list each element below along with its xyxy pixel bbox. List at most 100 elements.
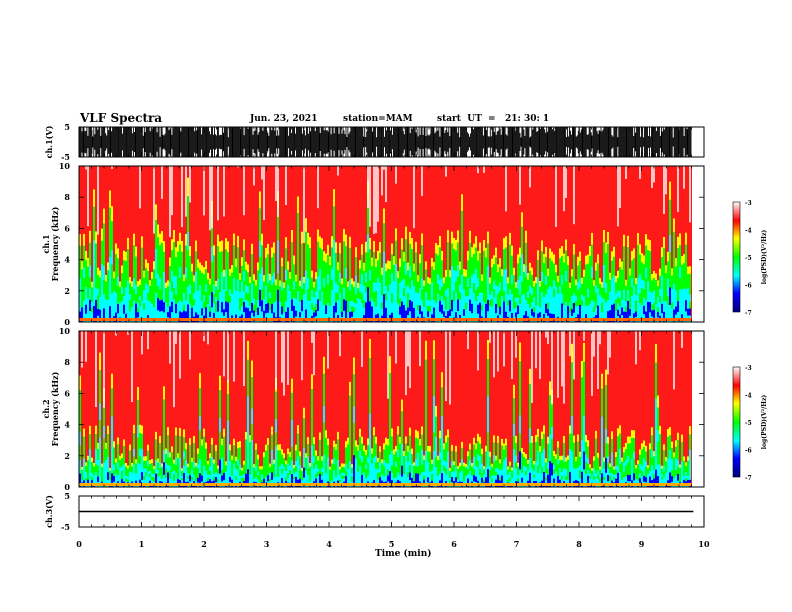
spectrogram-cell bbox=[425, 450, 427, 470]
spectrogram-cell bbox=[563, 313, 565, 323]
spectrogram-cell bbox=[101, 318, 103, 321]
spectrogram-cell bbox=[583, 282, 585, 290]
spectrogram-cell bbox=[477, 460, 479, 468]
spectrogram-cell bbox=[531, 301, 533, 309]
spectrogram-cell bbox=[395, 456, 397, 462]
spectrogram-cell bbox=[289, 290, 291, 298]
spectrogram-cell bbox=[329, 471, 331, 475]
spectrogram-cell bbox=[437, 471, 439, 476]
spectrogram-cell bbox=[269, 472, 271, 476]
spectrogram-cell bbox=[133, 277, 135, 290]
spectrogram-cell bbox=[245, 299, 247, 308]
spectrogram-cell bbox=[217, 318, 219, 321]
spectrogram-cell bbox=[685, 299, 687, 312]
spectrogram-cell bbox=[181, 240, 183, 252]
spectrogram-cell bbox=[675, 266, 677, 275]
spectrogram-cell bbox=[643, 263, 645, 273]
spectrogram-cell bbox=[463, 302, 465, 310]
spectrogram-cell bbox=[115, 318, 117, 321]
spectrogram-cell bbox=[569, 318, 571, 321]
spectrogram-cell bbox=[97, 318, 99, 321]
spectrogram-cell bbox=[311, 483, 313, 486]
spectrogram-cell bbox=[133, 244, 135, 257]
spectrogram-cell bbox=[473, 318, 475, 321]
spectrogram-cell bbox=[335, 476, 337, 483]
spectrogram-cell bbox=[163, 386, 165, 400]
spectrogram-cell bbox=[161, 469, 163, 473]
spectrogram-cell bbox=[511, 255, 513, 266]
spectrogram-cell bbox=[95, 463, 97, 473]
spectrogram-cell bbox=[81, 276, 83, 285]
spectrogram-cell bbox=[511, 302, 513, 313]
spectrogram-cell bbox=[541, 301, 543, 313]
spectrogram-cell bbox=[315, 318, 317, 321]
spectrogram-cell bbox=[517, 262, 519, 272]
spectrogram-cell bbox=[421, 318, 423, 321]
spectrogram-cell bbox=[349, 395, 351, 409]
spectrogram-cell bbox=[487, 450, 489, 470]
spectrogram-cell bbox=[235, 266, 237, 275]
spectrogram-cell bbox=[659, 318, 661, 321]
spectrogram-cell bbox=[425, 261, 427, 270]
spectrogram-cell bbox=[107, 269, 109, 278]
spectrogram-cell bbox=[589, 265, 591, 276]
spectrogram-cell bbox=[289, 303, 291, 311]
spectrogram-cell bbox=[443, 476, 445, 483]
spectrogram-cell bbox=[435, 483, 437, 486]
spectrogram-cell bbox=[93, 466, 95, 470]
spectrogram-cell bbox=[87, 166, 89, 227]
spectrogram-cell bbox=[337, 473, 339, 481]
spectrogram-cell bbox=[589, 303, 591, 314]
spectrogram-cell bbox=[83, 435, 85, 444]
spectrogram-cell bbox=[235, 290, 237, 299]
spectrogram-cell bbox=[195, 260, 197, 272]
spectrogram-cell bbox=[383, 454, 385, 461]
spectrogram-cell bbox=[491, 318, 493, 321]
spectrogram-cell bbox=[101, 251, 103, 265]
spectrogram-cell bbox=[295, 304, 297, 311]
spectrogram-cell bbox=[249, 305, 251, 312]
spectrogram-cell bbox=[463, 288, 465, 296]
spectrogram-cell bbox=[333, 463, 335, 471]
spectrogram-cell bbox=[137, 424, 139, 438]
spectrogram-cell bbox=[387, 456, 389, 464]
spectrogram-cell bbox=[689, 301, 691, 309]
spectrogram-cell bbox=[311, 374, 313, 389]
spectrogram-cell bbox=[489, 456, 491, 462]
spectrogram-cell bbox=[393, 477, 395, 483]
spectrogram-cell bbox=[225, 311, 227, 323]
spectrogram-cell bbox=[417, 275, 419, 282]
spectrogram-cell bbox=[263, 465, 265, 471]
spectrogram-cell bbox=[211, 483, 213, 486]
spectrogram-cell bbox=[323, 295, 325, 305]
spectrogram-cell bbox=[425, 413, 427, 433]
spectrogram-cell bbox=[147, 455, 149, 462]
spectrogram-cell bbox=[653, 296, 655, 304]
spectrogram-cell bbox=[151, 297, 153, 304]
spectrogram-cell bbox=[399, 266, 401, 275]
spectrogram-cell bbox=[295, 292, 297, 299]
spectrogram-cell bbox=[391, 302, 393, 313]
spectrogram-cell bbox=[479, 262, 481, 273]
spectrogram-cell bbox=[123, 483, 125, 486]
spectrogram-cell bbox=[117, 456, 119, 463]
spectrogram-cell bbox=[165, 467, 167, 474]
spectrogram-cell bbox=[179, 483, 181, 486]
spectrogram-cell bbox=[285, 480, 287, 485]
spectrogram-cell bbox=[681, 272, 683, 282]
spectrogram-cell bbox=[591, 266, 593, 278]
spectrogram-cell bbox=[679, 277, 681, 290]
spectrogram-cell bbox=[257, 262, 259, 271]
spectrogram-cell bbox=[389, 284, 391, 293]
spectrogram-cell bbox=[531, 267, 533, 275]
spectrogram-cell bbox=[303, 437, 305, 448]
spectrogram-cell bbox=[93, 288, 95, 306]
spectrogram-cell bbox=[111, 278, 113, 294]
spectrogram-cell bbox=[125, 295, 127, 305]
spectrogram-cell bbox=[285, 467, 287, 472]
spectrogram-cell bbox=[395, 461, 397, 467]
spectrogram-cell bbox=[419, 279, 421, 289]
spectrogram-cell bbox=[219, 417, 221, 432]
colorbar bbox=[732, 201, 741, 313]
spectrogram-cell bbox=[481, 458, 483, 464]
